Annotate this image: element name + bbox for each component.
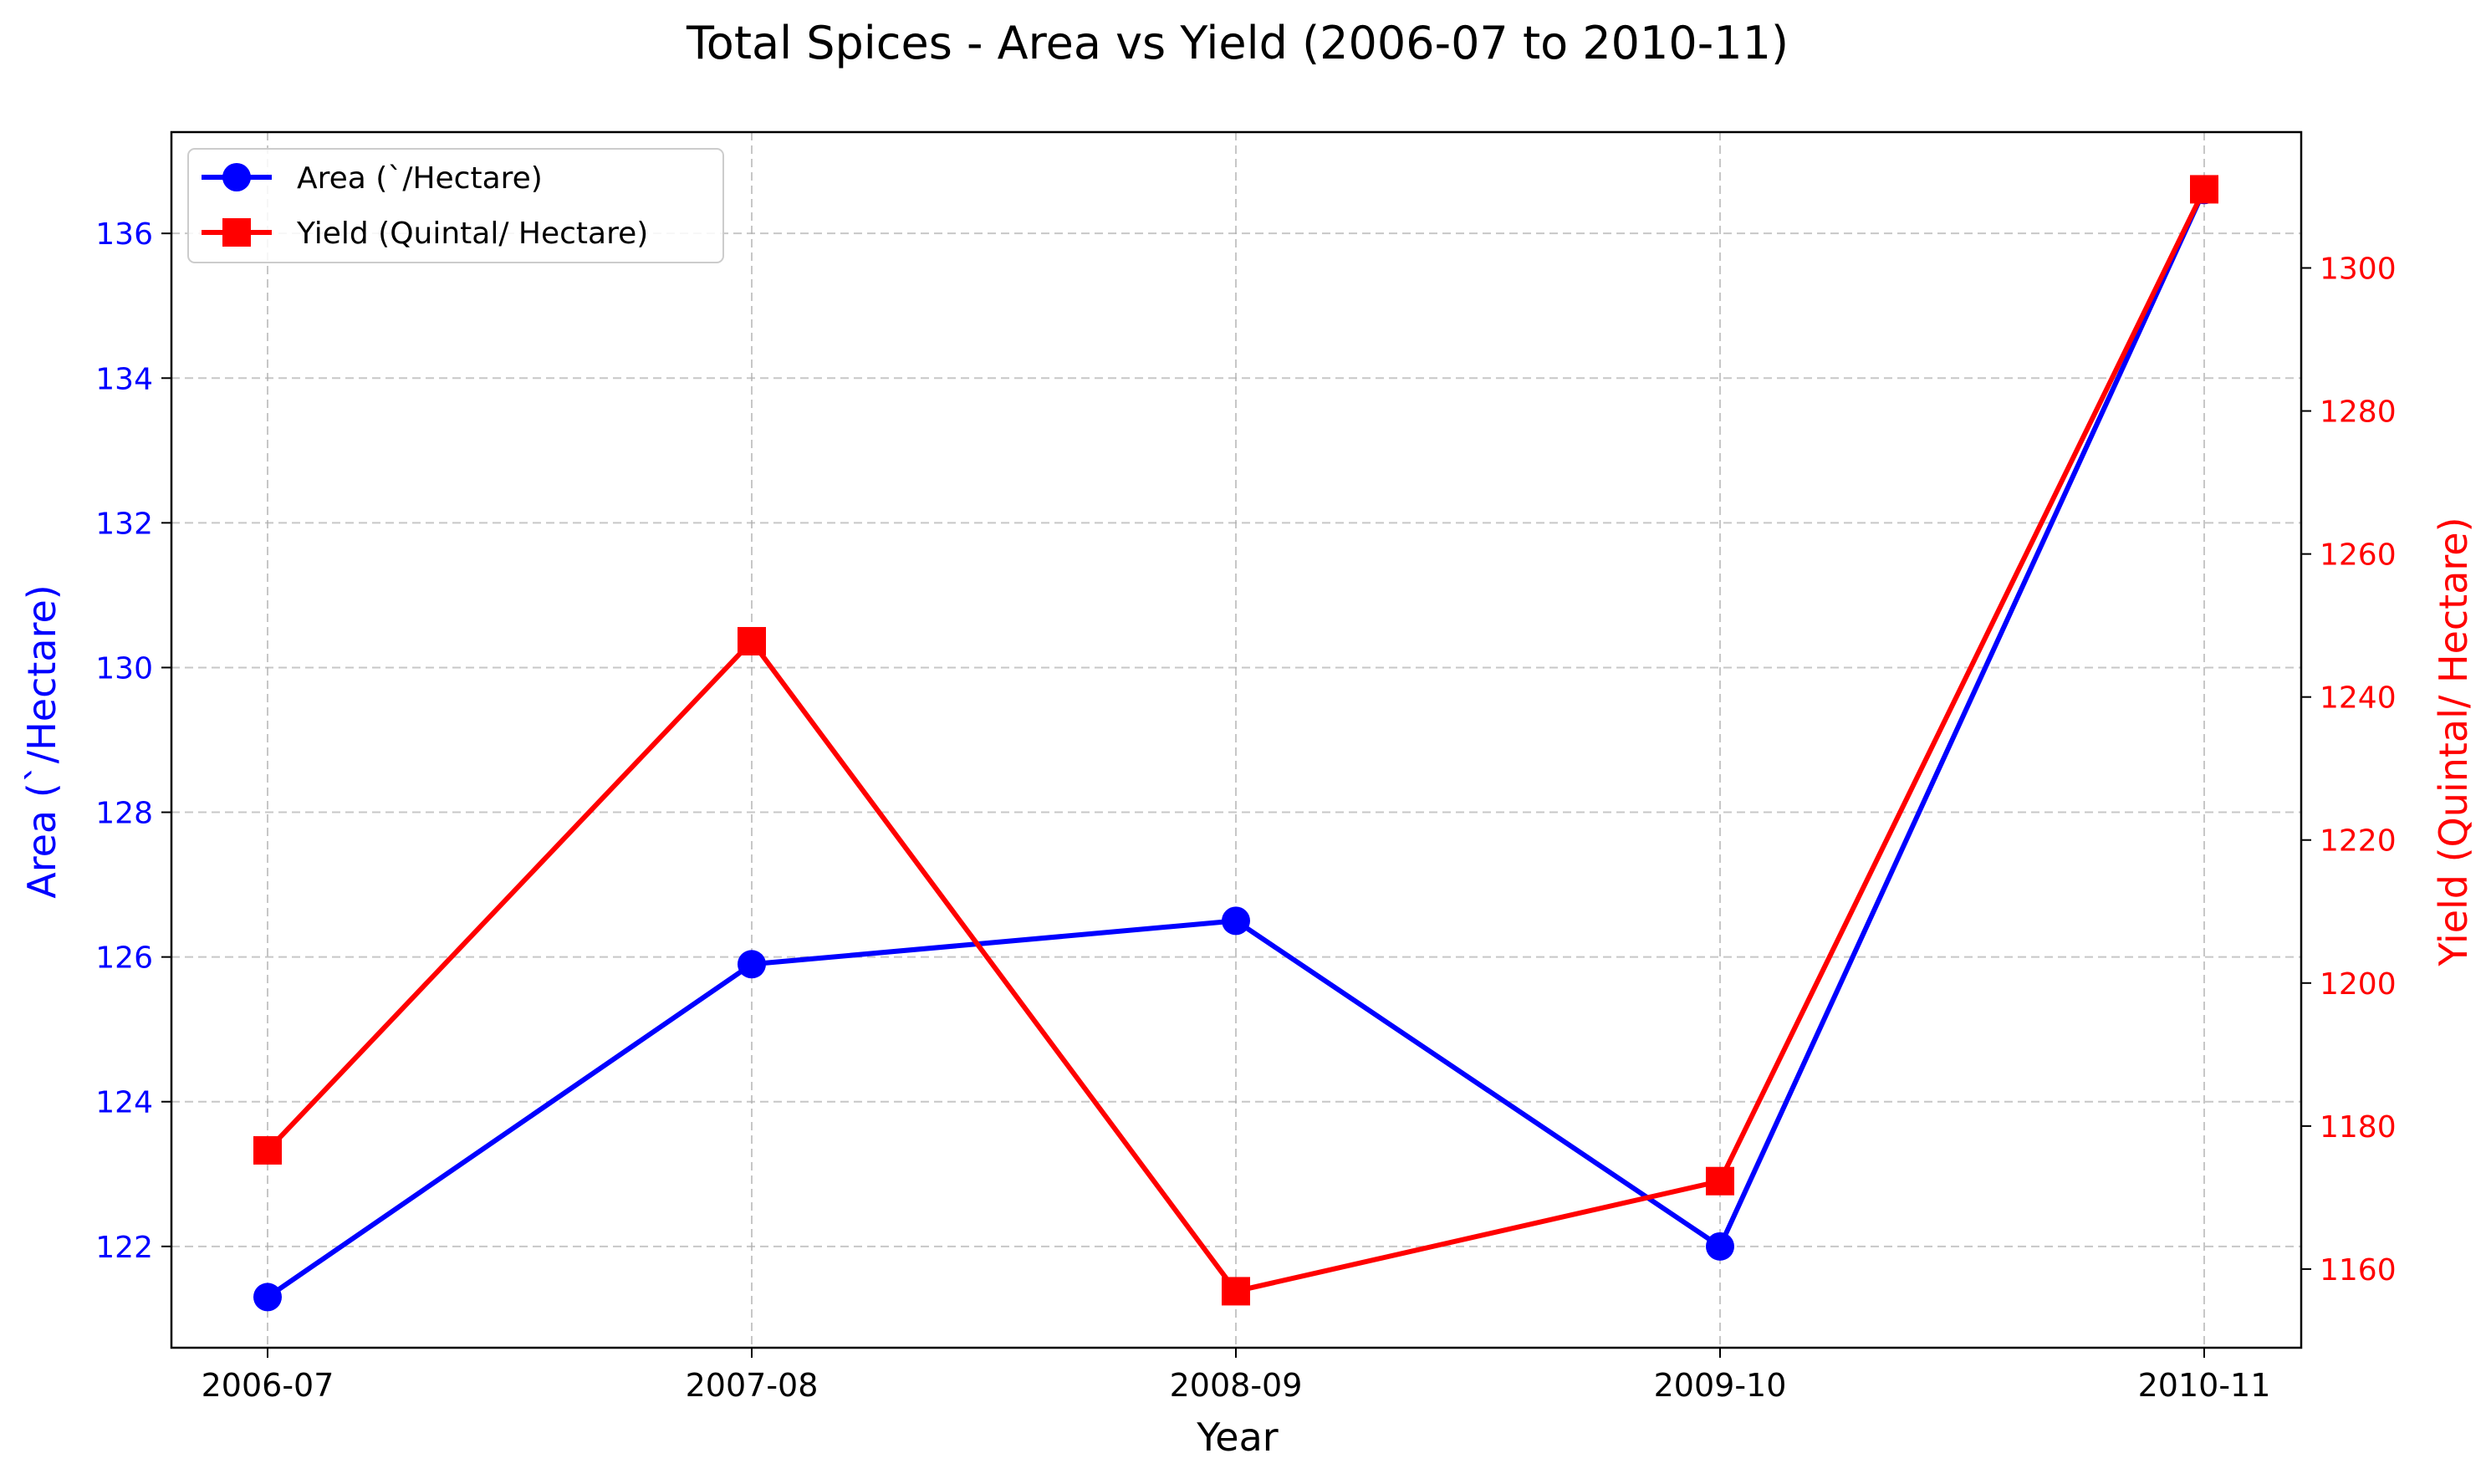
x-tick-label: 2007-08	[686, 1367, 819, 1404]
y-left-tick-label: 134	[95, 362, 153, 396]
y-right-tick-label: 1280	[2320, 395, 2397, 430]
x-tick-label: 2010-11	[2138, 1367, 2271, 1404]
x-tick-label: 2006-07	[202, 1367, 334, 1404]
y-left-tick-label: 132	[95, 507, 153, 541]
data-point-area	[1222, 906, 1250, 936]
chart-title: Total Spices - Area vs Yield (2006-07 to…	[686, 17, 1789, 69]
x-axis-label: Year	[1196, 1415, 1278, 1460]
data-point-area	[738, 950, 766, 979]
y-axis-left-label: Area (`/Hectare)	[19, 584, 64, 898]
y-right-tick-label: 1240	[2320, 681, 2397, 716]
x-tick-label: 2009-10	[1654, 1367, 1787, 1404]
legend-marker-circle	[222, 163, 251, 191]
data-point-yield	[1706, 1166, 1734, 1196]
y-right-tick-label: 1160	[2320, 1253, 2397, 1288]
data-point-area	[253, 1283, 282, 1312]
y-left-tick-label: 130	[95, 651, 153, 686]
data-point-area	[1706, 1232, 1734, 1261]
data-point-yield	[1222, 1277, 1250, 1306]
x-tick-label: 2008-09	[1170, 1367, 1303, 1404]
y-axis-right-label: Yield (Quintal/ Hectare)	[2431, 517, 2476, 966]
y-left-tick-label: 136	[95, 217, 153, 252]
y-right-tick-label: 1260	[2320, 538, 2397, 573]
legend-label: Area (`/Hectare)	[297, 161, 543, 196]
plot-frame	[170, 130, 2303, 1349]
legend-box	[187, 148, 724, 263]
data-point-yield	[738, 626, 766, 655]
data-point-yield	[253, 1135, 282, 1165]
series-layer	[253, 175, 2218, 1312]
y-left-tick-label: 126	[95, 941, 153, 976]
axes: 2006-07 2007-08 2008-09 2009-10 2010-11 122 12…	[95, 130, 2397, 1404]
legend-marker-square	[222, 218, 251, 247]
data-point-yield	[2190, 175, 2218, 204]
legend: Area (`/Hectare) Yield (Quintal/ Hectare)	[187, 148, 724, 263]
y-right-tick-label: 1300	[2320, 252, 2397, 287]
y-right-tick-label: 1200	[2320, 967, 2397, 1002]
y-left-tick-label: 128	[95, 797, 153, 831]
legend-label: Yield (Quintal/ Hectare)	[296, 217, 648, 251]
y-left-tick-label: 122	[95, 1231, 153, 1265]
y-left-tick-label: 124	[95, 1086, 153, 1120]
y-right-tick-label: 1220	[2320, 824, 2397, 859]
y-right-tick-label: 1180	[2320, 1110, 2397, 1145]
